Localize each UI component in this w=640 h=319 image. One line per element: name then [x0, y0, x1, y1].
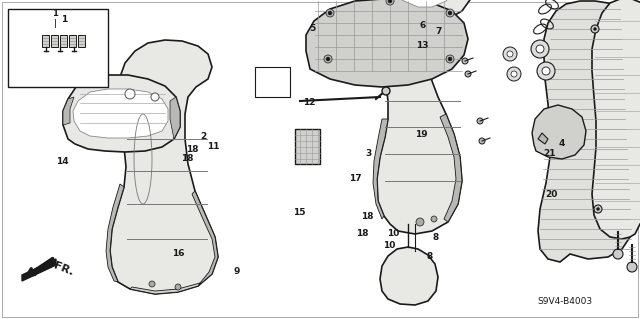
Polygon shape	[170, 97, 180, 139]
Text: 18: 18	[361, 212, 374, 221]
Circle shape	[326, 57, 330, 61]
Polygon shape	[106, 184, 124, 282]
Polygon shape	[22, 259, 56, 281]
Circle shape	[477, 118, 483, 124]
Text: 12: 12	[303, 98, 316, 107]
Circle shape	[627, 262, 637, 272]
Circle shape	[382, 87, 390, 95]
Text: 7: 7	[435, 27, 442, 36]
Polygon shape	[306, 0, 468, 87]
Polygon shape	[380, 247, 438, 305]
Circle shape	[328, 11, 332, 15]
Circle shape	[151, 93, 159, 101]
Text: 9: 9	[234, 267, 240, 276]
Polygon shape	[538, 133, 548, 144]
Text: S9V4-B4003: S9V4-B4003	[538, 296, 593, 306]
Circle shape	[388, 0, 392, 3]
Circle shape	[431, 216, 437, 222]
Polygon shape	[538, 1, 632, 262]
Polygon shape	[60, 35, 67, 47]
Text: 21: 21	[543, 149, 556, 158]
Polygon shape	[51, 35, 58, 47]
Text: 18: 18	[180, 154, 193, 163]
Circle shape	[531, 40, 549, 58]
Text: 2: 2	[200, 132, 207, 141]
Circle shape	[594, 205, 602, 213]
Text: 1: 1	[52, 9, 58, 18]
Circle shape	[446, 9, 454, 17]
Text: 17: 17	[349, 174, 362, 183]
Circle shape	[416, 218, 424, 226]
Circle shape	[448, 57, 452, 61]
Text: 14: 14	[56, 157, 69, 166]
Text: 11: 11	[207, 142, 220, 151]
Polygon shape	[386, 0, 458, 7]
Circle shape	[448, 11, 452, 15]
Circle shape	[465, 71, 471, 77]
Polygon shape	[532, 105, 586, 159]
Circle shape	[503, 47, 517, 61]
Text: 1: 1	[61, 15, 67, 24]
Text: 15: 15	[293, 208, 306, 217]
Circle shape	[479, 138, 485, 144]
Circle shape	[542, 67, 550, 75]
Polygon shape	[110, 40, 218, 294]
Polygon shape	[69, 35, 76, 47]
Text: 6: 6	[419, 21, 426, 30]
Text: 5: 5	[309, 24, 316, 33]
Circle shape	[149, 281, 155, 287]
Circle shape	[613, 249, 623, 259]
Circle shape	[324, 55, 332, 63]
Polygon shape	[192, 191, 218, 286]
Text: 3: 3	[365, 149, 372, 158]
Polygon shape	[73, 89, 168, 138]
Circle shape	[511, 71, 517, 77]
Circle shape	[462, 58, 468, 64]
Polygon shape	[130, 283, 200, 294]
Text: 20: 20	[545, 190, 558, 199]
Polygon shape	[78, 35, 85, 47]
Polygon shape	[372, 0, 476, 21]
Text: 13: 13	[416, 41, 429, 50]
Polygon shape	[373, 119, 388, 219]
Circle shape	[593, 27, 596, 31]
Text: 19: 19	[415, 130, 428, 139]
Polygon shape	[42, 35, 49, 47]
Polygon shape	[377, 17, 462, 234]
Circle shape	[175, 284, 181, 290]
Polygon shape	[440, 114, 462, 222]
Circle shape	[326, 9, 334, 17]
Circle shape	[125, 89, 135, 99]
Circle shape	[536, 45, 544, 53]
Polygon shape	[592, 0, 640, 239]
Bar	[8, 9, 108, 87]
Text: FR.: FR.	[52, 261, 75, 278]
Circle shape	[386, 0, 394, 5]
Text: 16: 16	[172, 249, 184, 258]
Polygon shape	[295, 129, 320, 164]
Circle shape	[446, 55, 454, 63]
Polygon shape	[63, 97, 74, 125]
Circle shape	[537, 62, 555, 80]
Text: 10: 10	[383, 241, 396, 250]
Polygon shape	[63, 75, 180, 152]
Circle shape	[507, 51, 513, 57]
Text: 10: 10	[387, 229, 399, 238]
Circle shape	[507, 67, 521, 81]
Circle shape	[591, 25, 599, 33]
Text: 4: 4	[558, 139, 564, 148]
Circle shape	[596, 207, 600, 211]
Text: 8: 8	[432, 233, 438, 242]
Text: 18: 18	[186, 145, 198, 154]
Text: 8: 8	[427, 252, 433, 261]
Text: 18: 18	[356, 229, 369, 238]
